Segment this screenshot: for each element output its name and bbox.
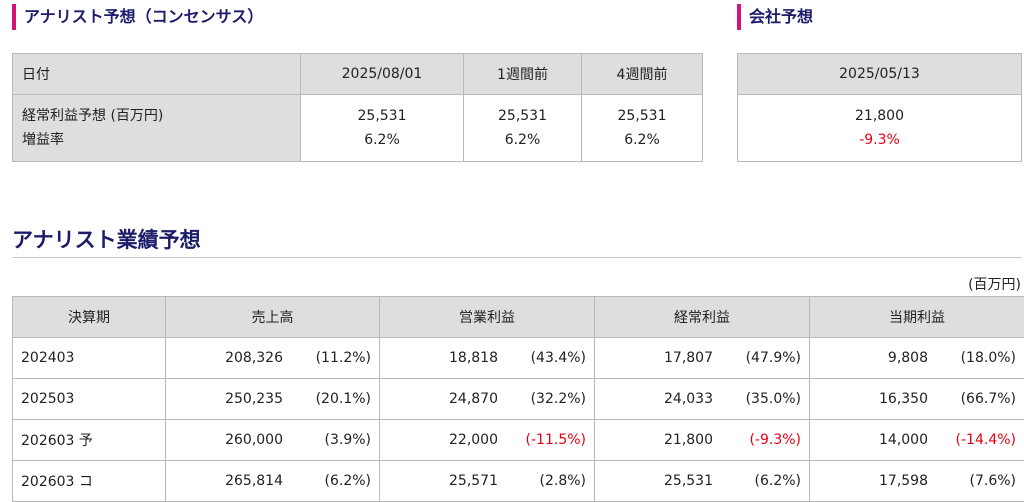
consensus-4week-values: 25,531 6.2% bbox=[582, 95, 703, 162]
amount-value: 14,000 bbox=[879, 432, 928, 448]
amount-value: 260,000 bbox=[225, 432, 283, 448]
amount-value: 18,818 bbox=[449, 350, 498, 366]
growth-value: (43.4%) bbox=[498, 350, 586, 366]
header-net-profit: 当期利益 bbox=[810, 297, 1024, 338]
period-cell: 202603 コ bbox=[13, 461, 166, 502]
amount-value: 24,033 bbox=[664, 391, 713, 407]
net-profit-cell: 9,808(18.0%) bbox=[810, 338, 1024, 379]
sales-cell: 260,000(3.9%) bbox=[166, 420, 380, 461]
company-date: 2025/05/13 bbox=[738, 54, 1022, 95]
growth-value: (3.9%) bbox=[283, 432, 371, 448]
growth-value: (2.8%) bbox=[498, 473, 586, 489]
growth-value: (66.7%) bbox=[928, 391, 1016, 407]
amount-value: 22,000 bbox=[449, 432, 498, 448]
company-table: 2025/05/13 21,800 -9.3% bbox=[737, 53, 1022, 162]
sales-cell: 265,814(6.2%) bbox=[166, 461, 380, 502]
growth-value: (32.2%) bbox=[498, 391, 586, 407]
period-cell: 202603 予 bbox=[13, 420, 166, 461]
amount-value: 250,235 bbox=[225, 391, 283, 407]
company-section-title: 会社予想 bbox=[737, 4, 813, 30]
consensus-section-title: アナリスト予想（コンセンサス） bbox=[12, 4, 263, 30]
growth-value: (18.0%) bbox=[928, 350, 1016, 366]
header-sales: 売上高 bbox=[166, 297, 380, 338]
header-operating-profit: 営業利益 bbox=[380, 297, 595, 338]
profit-value: 25,531 bbox=[301, 104, 463, 128]
company-values: 21,800 -9.3% bbox=[738, 95, 1022, 162]
unit-label: (百万円) bbox=[968, 274, 1021, 294]
amount-value: 265,814 bbox=[225, 473, 283, 489]
header-4week: 4週間前 bbox=[582, 54, 703, 95]
growth-value: (35.0%) bbox=[713, 391, 801, 407]
ordinary-profit-cell: 25,531(6.2%) bbox=[595, 461, 810, 502]
amount-value: 21,800 bbox=[664, 432, 713, 448]
ordinary-profit-cell: 21,800(-9.3%) bbox=[595, 420, 810, 461]
amount-value: 25,571 bbox=[449, 473, 498, 489]
amount-value: 17,807 bbox=[664, 350, 713, 366]
growth-value: 6.2% bbox=[301, 128, 463, 152]
operating-profit-cell: 22,000(-11.5%) bbox=[380, 420, 595, 461]
operating-profit-cell: 25,571(2.8%) bbox=[380, 461, 595, 502]
growth-value: (-9.3%) bbox=[713, 432, 801, 448]
performance-section-title: アナリスト業績予想 bbox=[12, 224, 201, 254]
amount-value: 9,808 bbox=[888, 350, 928, 366]
header-1week: 1週間前 bbox=[464, 54, 582, 95]
growth-value: 6.2% bbox=[464, 128, 581, 152]
profit-value: 25,531 bbox=[582, 104, 702, 128]
header-period: 決算期 bbox=[13, 297, 166, 338]
growth-value: (7.6%) bbox=[928, 473, 1016, 489]
header-current: 2025/08/01 bbox=[301, 54, 464, 95]
growth-value: (6.2%) bbox=[283, 473, 371, 489]
period-cell: 202503 bbox=[13, 379, 166, 420]
amount-value: 24,870 bbox=[449, 391, 498, 407]
period-cell: 202403 bbox=[13, 338, 166, 379]
growth-value: (20.1%) bbox=[283, 391, 371, 407]
label-growth-rate: 増益率 bbox=[22, 128, 300, 152]
amount-value: 208,326 bbox=[225, 350, 283, 366]
amount-value: 25,531 bbox=[664, 473, 713, 489]
growth-value: (47.9%) bbox=[713, 350, 801, 366]
sales-cell: 208,326(11.2%) bbox=[166, 338, 380, 379]
consensus-table: 日付 2025/08/01 1週間前 4週間前 経常利益予想 (百万円) 増益率… bbox=[12, 53, 703, 162]
sales-cell: 250,235(20.1%) bbox=[166, 379, 380, 420]
growth-value: (-14.4%) bbox=[928, 432, 1016, 448]
header-date: 日付 bbox=[13, 54, 301, 95]
net-profit-cell: 16,350(66.7%) bbox=[810, 379, 1024, 420]
row-labels: 経常利益予想 (百万円) 増益率 bbox=[13, 95, 301, 162]
growth-value: 6.2% bbox=[582, 128, 702, 152]
header-ordinary-profit: 経常利益 bbox=[595, 297, 810, 338]
label-ordinary-profit: 経常利益予想 (百万円) bbox=[22, 104, 300, 128]
amount-value: 17,598 bbox=[879, 473, 928, 489]
section-divider bbox=[12, 257, 1022, 258]
growth-value: (6.2%) bbox=[713, 473, 801, 489]
operating-profit-cell: 18,818(43.4%) bbox=[380, 338, 595, 379]
company-growth-value: -9.3% bbox=[738, 128, 1021, 152]
net-profit-cell: 17,598(7.6%) bbox=[810, 461, 1024, 502]
consensus-1week-values: 25,531 6.2% bbox=[464, 95, 582, 162]
ordinary-profit-cell: 17,807(47.9%) bbox=[595, 338, 810, 379]
consensus-current-values: 25,531 6.2% bbox=[301, 95, 464, 162]
amount-value: 16,350 bbox=[879, 391, 928, 407]
profit-value: 25,531 bbox=[464, 104, 581, 128]
operating-profit-cell: 24,870(32.2%) bbox=[380, 379, 595, 420]
growth-value: (-11.5%) bbox=[498, 432, 586, 448]
company-profit-value: 21,800 bbox=[738, 104, 1021, 128]
ordinary-profit-cell: 24,033(35.0%) bbox=[595, 379, 810, 420]
growth-value: (11.2%) bbox=[283, 350, 371, 366]
net-profit-cell: 14,000(-14.4%) bbox=[810, 420, 1024, 461]
